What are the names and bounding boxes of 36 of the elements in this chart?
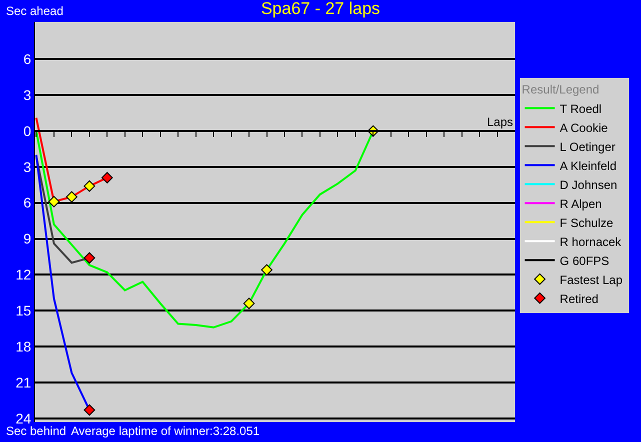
- y-tick-label: 3: [23, 86, 32, 103]
- legend-label: A Cookie: [560, 120, 608, 135]
- y-tick-label: 0: [23, 122, 32, 139]
- legend-label: L Oetinger: [560, 140, 616, 154]
- y-tick-label: 24: [16, 410, 32, 426]
- legend-title: Result/Legend: [522, 82, 600, 97]
- y-tick-label: 6: [23, 194, 32, 211]
- y-tick-label: 18: [16, 338, 32, 354]
- point: [84, 180, 96, 192]
- point: [48, 196, 60, 208]
- text: Average laptime of winner:3:28.051: [71, 424, 260, 438]
- chart-title: Spa67 - 27 laps: [260, 0, 380, 18]
- y-tick-label: 15: [16, 302, 32, 319]
- legend-label: G 60FPS: [560, 254, 610, 268]
- point: [243, 298, 255, 310]
- y-tick-label: 12: [16, 266, 32, 283]
- point: [84, 252, 96, 264]
- legend-label: R Alpen: [560, 196, 602, 211]
- legend-label: R hornacek: [560, 234, 622, 249]
- y-tick-label: 3: [23, 158, 32, 175]
- legend-label: D Johnsen: [560, 178, 618, 192]
- point: [261, 264, 272, 276]
- legend-label: Fastest Lap: [560, 272, 623, 287]
- y-tick-label: 21: [16, 374, 32, 390]
- legend-label: F Schulze: [560, 216, 614, 230]
- legend-label: A Kleinfeld: [560, 158, 617, 173]
- legend-label: T Roedl: [560, 102, 602, 116]
- text: Sec behind: [6, 424, 66, 438]
- point: [84, 404, 96, 416]
- text: Sec ahead: [6, 4, 64, 18]
- y-tick-label: 6: [23, 51, 32, 68]
- x-axis-title: Laps: [487, 115, 514, 129]
- y-tick-label: 9: [23, 230, 32, 247]
- point: [66, 191, 78, 203]
- legend-label: Retired: [560, 292, 598, 306]
- point: [101, 172, 113, 184]
